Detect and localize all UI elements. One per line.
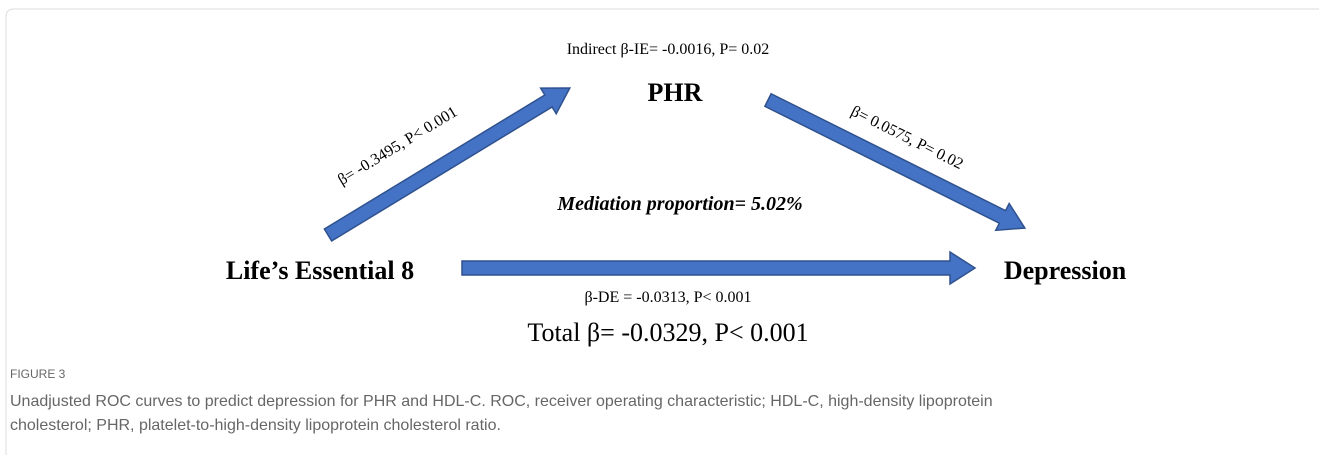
arrow-b	[763, 92, 1027, 232]
outcome: Depression	[1004, 256, 1127, 285]
mediator: PHR	[648, 78, 703, 107]
path-a-label: β= -0.3495, P< 0.001	[335, 103, 460, 188]
caption-line: cholesterol; PHR, platelet-to-high-densi…	[10, 417, 501, 434]
caption-label: FIGURE 3	[10, 367, 66, 381]
caption-line: Unadjusted ROC curves to predict depress…	[10, 393, 993, 410]
exposure: Life’s Essential 8	[226, 256, 414, 285]
total-label: Total β= -0.0329, P< 0.001	[527, 318, 808, 347]
indirect-label: Indirect β-IE= -0.0016, P= 0.02	[567, 41, 770, 58]
frame	[5, 8, 1319, 455]
proportion: Mediation proportion= 5.02%	[556, 193, 802, 215]
direct-label: β-DE = -0.0313, P< 0.001	[584, 289, 751, 306]
arrow-direct	[461, 250, 977, 286]
arrow-a	[323, 87, 572, 243]
